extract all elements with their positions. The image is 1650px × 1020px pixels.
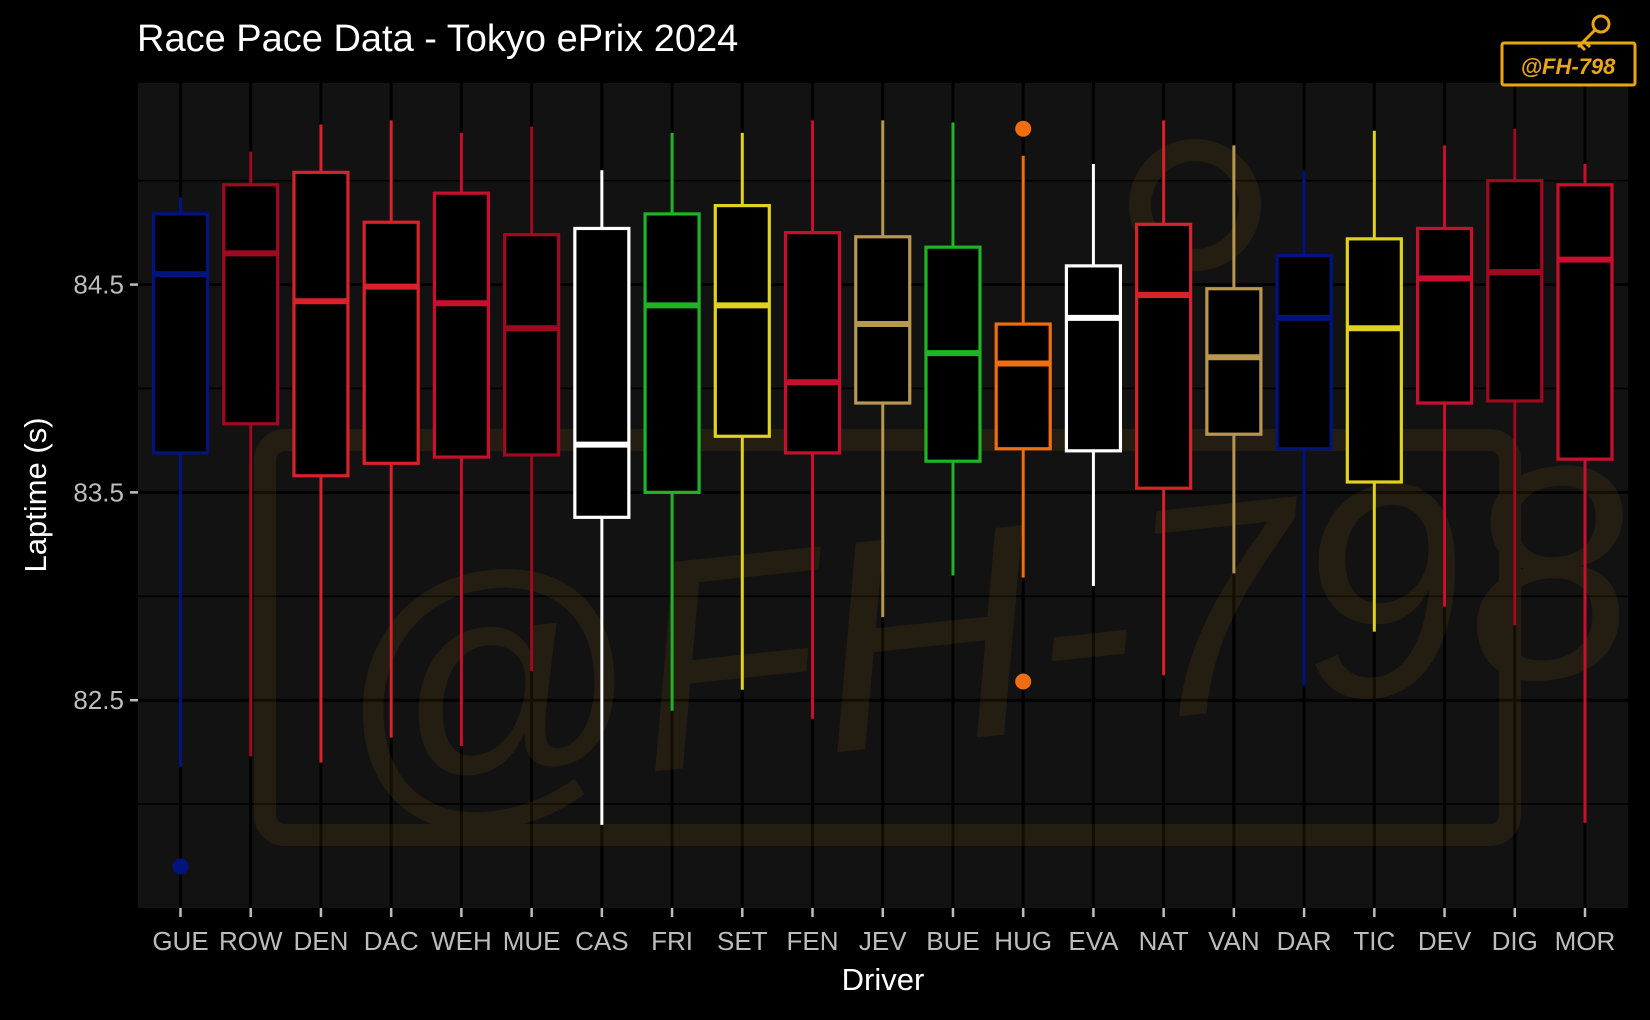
box-van: [1205, 145, 1263, 574]
box-cas: [573, 170, 631, 825]
iqr-box: [994, 322, 1052, 451]
iqr-box: [643, 212, 701, 494]
iqr-box: [292, 170, 350, 478]
outlier-point: [1015, 120, 1032, 137]
box-mor: [1556, 164, 1614, 823]
outlier-point: [172, 858, 189, 875]
box-set: [713, 132, 771, 690]
x-axis-title: Driver: [842, 962, 925, 997]
box-dig: [1486, 128, 1544, 626]
iqr-box: [222, 183, 280, 426]
iqr-box: [1345, 237, 1403, 484]
x-tick-label: BUE: [926, 926, 979, 956]
box-fen: [783, 120, 842, 719]
iqr-box: [151, 212, 210, 455]
iqr-box: [854, 235, 912, 405]
iqr-box: [1135, 222, 1193, 490]
box-fri: [643, 132, 701, 711]
watermark-logo: @FH-798: [1500, 14, 1637, 87]
box-bue: [924, 122, 982, 576]
iqr-box: [1556, 183, 1614, 461]
iqr-box: [432, 191, 490, 459]
box-nat: [1135, 120, 1193, 676]
iqr-box: [1486, 179, 1544, 403]
x-tick-label: CAS: [575, 926, 628, 956]
iqr-box: [503, 233, 561, 457]
y-axis-title: Laptime (s): [18, 417, 53, 572]
x-tick-label: DAC: [364, 926, 419, 956]
iqr-box: [1415, 226, 1474, 405]
box-jev: [854, 120, 912, 618]
x-tick-label: GUE: [152, 926, 208, 956]
box-dev: [1415, 145, 1474, 607]
box-mue: [503, 126, 561, 672]
x-tick-label: DIG: [1492, 926, 1538, 956]
box-dac: [362, 120, 420, 738]
x-tick-label: TIC: [1353, 926, 1395, 956]
box-eva: [1064, 164, 1123, 586]
iqr-box: [1064, 264, 1123, 453]
x-tick-label: DEN: [293, 926, 348, 956]
key-icon: [1576, 14, 1611, 52]
iqr-box: [362, 220, 420, 465]
x-tick-label: MUE: [503, 926, 561, 956]
x-tick-label: EVA: [1068, 926, 1119, 956]
iqr-box: [783, 231, 842, 455]
y-tick-label: 82.5: [73, 685, 124, 715]
chart-title: Race Pace Data - Tokyo ePrix 2024: [137, 18, 738, 60]
y-tick-label: 84.5: [73, 270, 124, 300]
watermark-key-ring: [1129, 139, 1261, 271]
box-hug: [994, 120, 1052, 690]
box-dar: [1275, 170, 1333, 686]
x-tick-label: FEN: [787, 926, 839, 956]
box-weh: [432, 132, 490, 746]
x-tick-label: ROW: [219, 926, 283, 956]
x-tick-label: VAN: [1208, 926, 1260, 956]
x-tick-label: WEH: [431, 926, 492, 956]
iqr-box: [1275, 253, 1333, 451]
box-gue: [151, 197, 210, 875]
x-tick-label: SET: [717, 926, 768, 956]
watermark-logo-box: [1500, 41, 1637, 87]
y-axis: 82.5 83.5 84.5: [73, 270, 138, 715]
box-layer: [151, 120, 1614, 875]
box-tic: [1345, 130, 1403, 632]
x-tick-label: JEV: [859, 926, 907, 956]
y-tick-label: 83.5: [73, 477, 124, 507]
outlier-point: [1015, 673, 1032, 690]
x-tick-label: NAT: [1139, 926, 1189, 956]
x-axis: GUE ROW DEN DAC WEH MUE CAS FRI SET FEN JEV BUE HUG E…: [152, 908, 1615, 956]
watermark-logo-text: @FH-798: [1521, 54, 1617, 79]
x-tick-label: HUG: [994, 926, 1052, 956]
box-row: [222, 151, 280, 757]
iqr-box: [573, 226, 631, 519]
watermark-frame: [254, 429, 1521, 846]
x-tick-label: FRI: [651, 926, 693, 956]
x-tick-label: DEV: [1418, 926, 1472, 956]
x-tick-label: DAR: [1277, 926, 1332, 956]
box-den: [292, 124, 350, 763]
iqr-box: [713, 204, 771, 438]
x-tick-label: MOR: [1555, 926, 1616, 956]
iqr-box: [1205, 287, 1263, 436]
